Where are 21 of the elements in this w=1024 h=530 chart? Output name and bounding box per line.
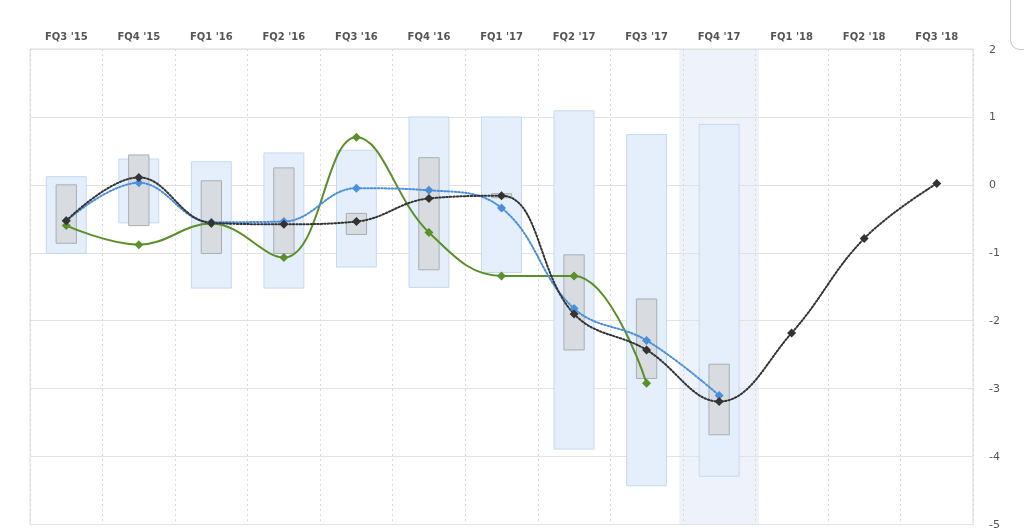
x-tick-label: FQ3 '15 [44,30,88,42]
x-tick-label: FQ2 '18 [842,30,886,42]
y-tick-label: -5 [989,518,1000,530]
x-tick-label: FQ3 '18 [915,30,959,42]
x-tick-label: FQ2 '16 [262,30,306,42]
x-tick-label: FQ1 '18 [770,30,814,42]
y-tick-label: -2 [989,314,1000,328]
x-tick-label: FQ1 '16 [189,30,233,42]
y-tick-label: 0 [989,178,996,192]
x-tick-label: FQ4 '15 [117,30,161,42]
y-tick-label: -3 [989,382,1000,396]
x-tick-label: FQ4 '16 [407,30,451,42]
y-tick-label: -1 [989,246,1000,260]
y-tick-label: 1 [989,110,996,124]
x-tick-label: FQ2 '17 [552,30,596,42]
x-tick-label: FQ4 '17 [697,30,741,42]
y-tick-label: -4 [989,450,1000,464]
x-tick-label: FQ3 '16 [335,30,378,42]
x-tick-label: FQ1 '17 [480,30,523,42]
y-tick-label: 2 [989,42,996,56]
x-tick-label: FQ3 '17 [625,30,668,42]
